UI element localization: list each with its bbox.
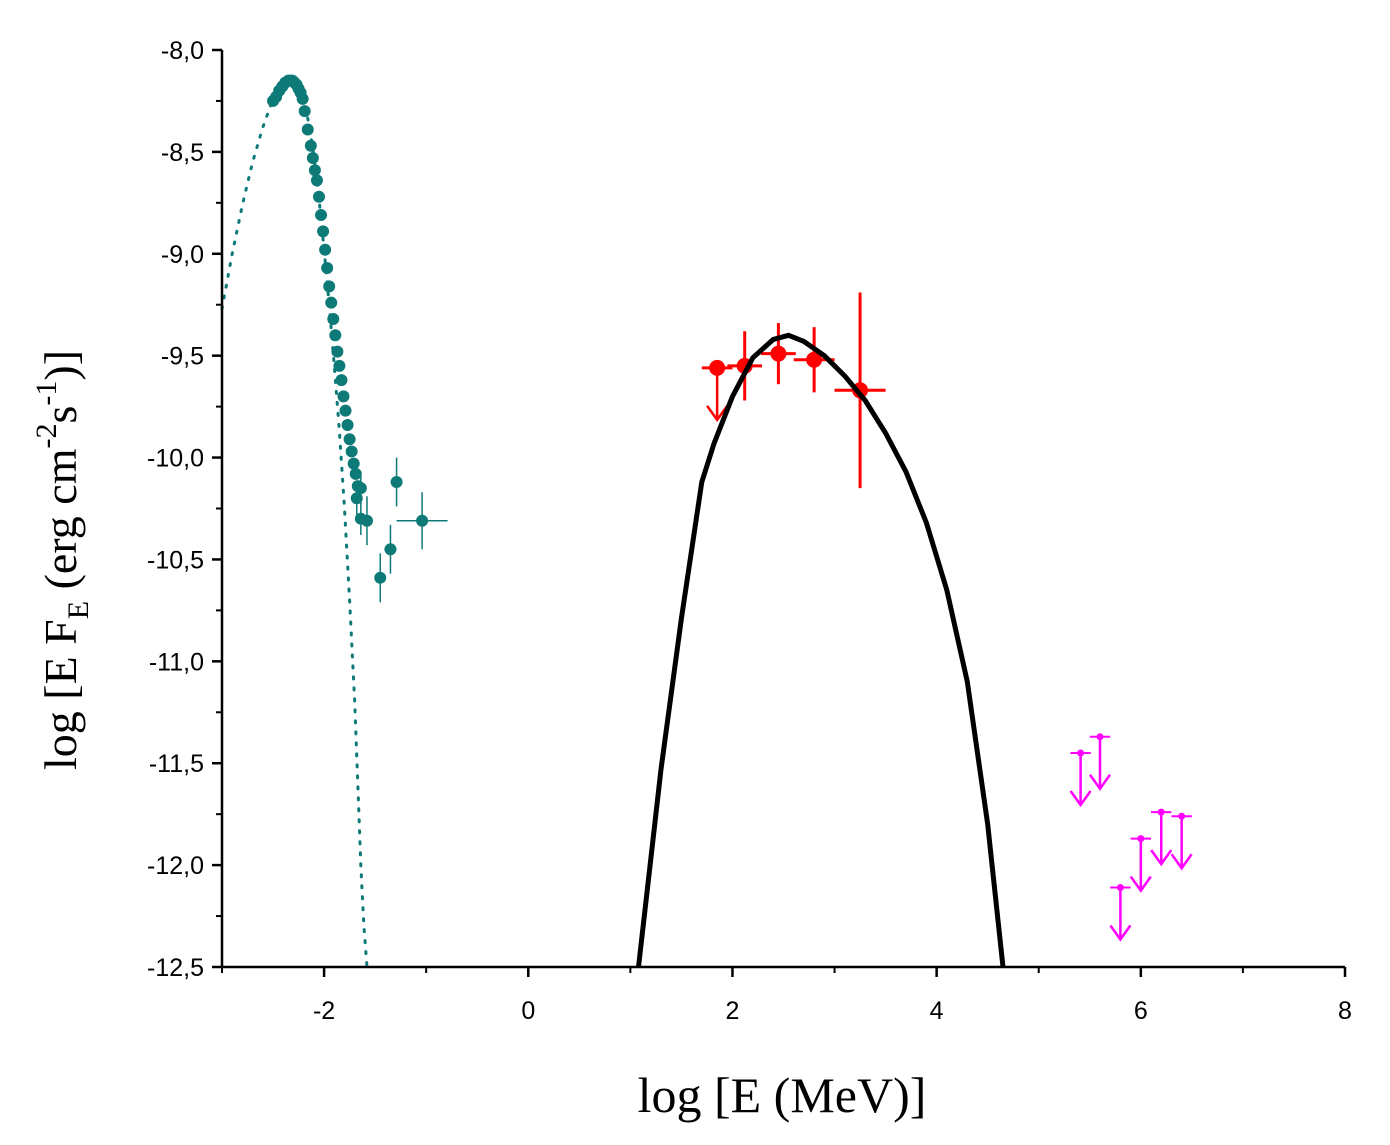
low-energy-data-point — [416, 514, 429, 527]
x-tick-label: 4 — [930, 997, 944, 1025]
y-axis-title-prefix: log [E F — [35, 619, 86, 770]
y-tick-label: -12,0 — [147, 852, 204, 880]
gamma-ray-data-point — [770, 345, 787, 362]
low-energy-data-point — [312, 190, 325, 203]
low-energy-data-point — [317, 225, 330, 238]
low-energy-data-point — [390, 476, 403, 489]
y-tick-label: -11,0 — [149, 648, 204, 676]
low-energy-data-point — [329, 329, 342, 342]
y-tick-label: -10,0 — [147, 445, 204, 473]
gamma-ray-upper-limit-arrow-head — [706, 405, 729, 423]
low-energy-data-point — [296, 92, 309, 105]
y-axis-title-unit-open: (erg cm — [35, 448, 86, 601]
low-energy-data-point — [308, 164, 321, 177]
x-axis-title: log [E (MeV)] — [638, 1067, 927, 1123]
tev-upper-limit-arrow-head — [1069, 790, 1092, 808]
y-tick-label: -12,5 — [147, 954, 204, 982]
low-energy-data-point — [384, 543, 397, 556]
low-energy-model-curve — [220, 78, 369, 969]
low-energy-data-point — [310, 174, 323, 187]
tev-upper-limit-arrow-head — [1129, 875, 1152, 893]
y-tick-label: -8,0 — [161, 37, 204, 65]
low-energy-data-point — [321, 262, 334, 275]
tev-upper-limit-arrow-head — [1109, 924, 1132, 942]
low-energy-data-point — [315, 209, 328, 222]
low-energy-data-point — [343, 433, 356, 446]
tev-upper-limit-arrow — [1109, 887, 1132, 942]
x-tick-label: 8 — [1338, 997, 1352, 1025]
y-tick-label: -11,5 — [149, 750, 204, 778]
y-tick-label: -9,5 — [161, 343, 204, 371]
tev-upper-limit-arrow — [1150, 812, 1173, 867]
low-energy-data-point — [304, 139, 317, 152]
low-energy-data-point — [333, 359, 346, 372]
low-energy-data-point — [323, 280, 336, 293]
low-energy-data-point — [354, 482, 367, 495]
tev-upper-limit-point — [1178, 812, 1186, 820]
y-tick-label: -10,5 — [147, 546, 204, 574]
low-energy-data-point — [374, 571, 387, 584]
low-energy-data-point — [345, 445, 358, 458]
x-tick-label: 0 — [521, 997, 535, 1025]
tev-upper-limit-point — [1096, 733, 1104, 741]
y-axis-title-sub: E — [62, 601, 95, 619]
low-energy-data-point — [341, 418, 354, 431]
low-energy-data-point — [337, 390, 350, 403]
y-axis-title: log [E FE (erg cm-2s-1)] — [30, 350, 95, 770]
tev-upper-limit-arrow-head — [1170, 853, 1193, 871]
labels-layer: log [E (MeV)] log [E FE (erg cm-2s-1)] — [30, 350, 926, 1123]
model-curve — [636, 332, 1006, 968]
low-energy-data-point — [347, 457, 360, 470]
tev-upper-limit-arrow — [1069, 753, 1092, 808]
tev-upper-limit-arrow-head — [1150, 849, 1173, 867]
low-energy-data-point — [331, 345, 344, 358]
gamma-ray-data-point — [709, 359, 726, 376]
low-energy-data-point — [339, 404, 352, 417]
low-energy-data-point — [301, 123, 314, 136]
axes-layer: -8,0 -8,5 -9,0 -9,5 -10,0 -10,5 -11,0 -11,5 -12,… — [147, 37, 1352, 1025]
low-energy-data-point — [306, 152, 319, 165]
gamma-ray-data-point — [806, 351, 823, 368]
low-energy-data-point — [350, 492, 363, 505]
tev-upper-limit-arrow-head — [1088, 774, 1111, 791]
tev-upper-limit-arrow — [1088, 736, 1111, 791]
tev-upper-limit-point — [1157, 808, 1165, 816]
low-energy-data-point — [325, 296, 338, 309]
x-tick-label: 2 — [726, 997, 740, 1025]
tev-upper-limit-point — [1137, 835, 1145, 843]
tev-upper-limit-point — [1077, 749, 1085, 757]
y-tick-label: -8,5 — [161, 139, 204, 167]
y-axis-title-unit-mid: s — [35, 406, 86, 424]
tev-upper-limit-arrow — [1129, 838, 1152, 893]
y-axis-title-unit-close: )] — [35, 350, 86, 381]
x-tick-label: -2 — [313, 997, 335, 1025]
low-energy-data-point — [360, 514, 373, 527]
tev-upper-limit-arrow — [1170, 816, 1193, 871]
low-energy-data-point — [327, 312, 340, 325]
x-tick-label: 6 — [1134, 997, 1148, 1025]
gamma-ray-upper-limit-arrow — [706, 367, 729, 423]
series-layer — [220, 74, 1193, 969]
low-energy-data-point — [349, 467, 362, 480]
y-axis-title-exp1: -2 — [30, 424, 63, 449]
low-energy-data-point — [298, 105, 311, 118]
tev-upper-limit-point — [1116, 884, 1124, 892]
low-energy-data-point — [319, 243, 332, 256]
y-tick-label: -9,0 — [161, 241, 204, 269]
y-axis-title-exp2: -1 — [30, 381, 63, 406]
low-energy-data-point — [335, 374, 348, 387]
